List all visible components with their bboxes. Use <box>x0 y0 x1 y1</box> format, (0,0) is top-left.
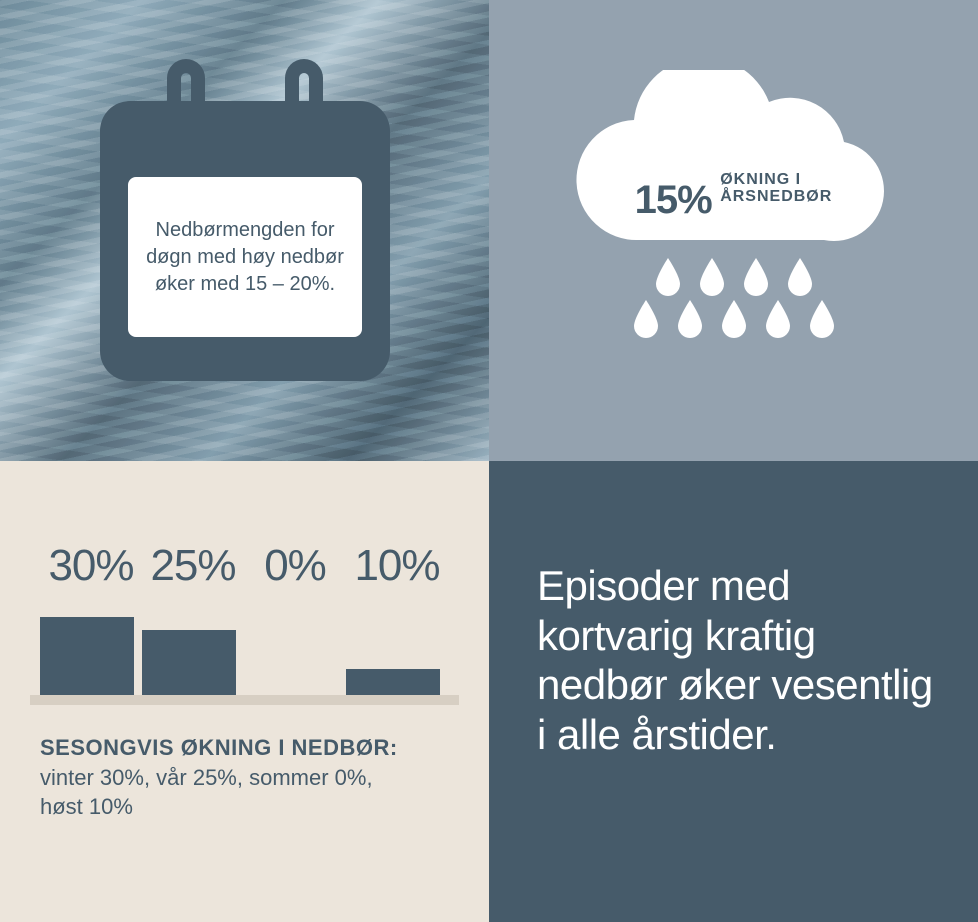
cloud-percent: 15% <box>635 178 712 222</box>
infographic-grid: Nedbørmengden for døgn med høy nedbør øk… <box>0 0 978 922</box>
chart-caption: SESONGVIS ØKNING I NEDBØR: vinter 30%, v… <box>40 733 420 822</box>
chart-value-label: 0% <box>244 541 346 591</box>
chart-value-label: 25% <box>142 541 244 591</box>
raindrop-icon <box>785 256 815 298</box>
cloud-label-lines: ØKNING I ÅRSNEDBØR <box>720 172 832 206</box>
calendar-ring <box>167 59 205 115</box>
cloud-wrap: 15% ØKNING I ÅRSNEDBØR <box>489 70 978 340</box>
raindrop-icon <box>631 298 661 340</box>
bottom-right-text: Episoder med kortvarig kraftig nedbør øk… <box>537 561 938 759</box>
raindrop-icon <box>653 256 683 298</box>
raindrop-icon <box>741 256 771 298</box>
chart-value-label: 10% <box>346 541 448 591</box>
panel-top-left: Nedbørmengden for døgn med høy nedbør øk… <box>0 0 489 461</box>
drop-row-2 <box>631 298 837 340</box>
raindrop-icon <box>675 298 705 340</box>
chart-value-labels: 30%25%0%10% <box>40 541 449 591</box>
chart-bar <box>142 630 236 695</box>
panel-bottom-left: 30%25%0%10% SESONGVIS ØKNING I NEDBØR: v… <box>0 461 489 922</box>
raindrop-icon <box>719 298 749 340</box>
raindrop-icon <box>697 256 727 298</box>
chart-bar <box>40 617 134 695</box>
chart-caption-rest: vinter 30%, vår 25%, sommer 0%, høst 10% <box>40 765 373 820</box>
panel-bottom-right: Episoder med kortvarig kraftig nedbør øk… <box>489 461 978 922</box>
cloud-icon <box>559 70 909 250</box>
chart-value-label: 30% <box>40 541 142 591</box>
raindrop-icon <box>807 298 837 340</box>
cloud-label: 15% ØKNING I ÅRSNEDBØR <box>489 172 978 223</box>
calendar-ring <box>285 59 323 115</box>
chart-area: 30%25%0%10% SESONGVIS ØKNING I NEDBØR: v… <box>40 541 449 822</box>
drop-row-1 <box>653 256 815 298</box>
raindrop-icon <box>763 298 793 340</box>
chart-baseline <box>30 695 459 705</box>
calendar-sheet: Nedbørmengden for døgn med høy nedbør øk… <box>128 177 362 337</box>
chart-caption-lead: SESONGVIS ØKNING I NEDBØR: <box>40 735 398 760</box>
chart-bars <box>40 605 449 705</box>
cloud-line-1: ØKNING I <box>720 171 801 188</box>
panel-top-right: 15% ØKNING I ÅRSNEDBØR <box>489 0 978 461</box>
calendar-icon: Nedbørmengden for døgn med høy nedbør øk… <box>100 65 390 381</box>
chart-bar <box>346 669 440 695</box>
calendar-rings <box>100 59 390 115</box>
calendar-body: Nedbørmengden for døgn med høy nedbør øk… <box>100 101 390 381</box>
cloud-line-2: ÅRSNEDBØR <box>720 188 832 205</box>
rain-drops <box>631 256 837 340</box>
